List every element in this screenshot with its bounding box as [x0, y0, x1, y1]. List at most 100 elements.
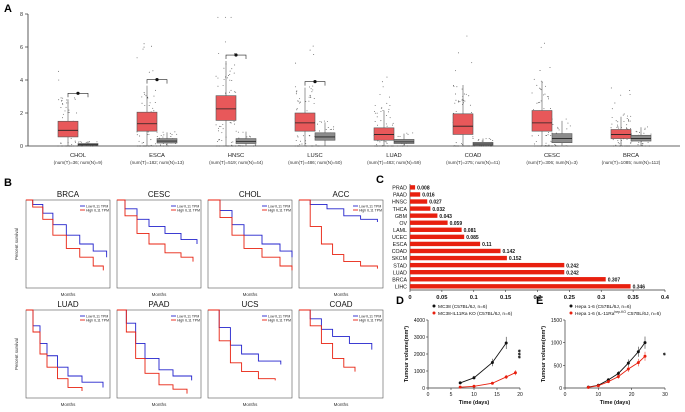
- data-point: [223, 79, 225, 81]
- series-line: [460, 342, 507, 384]
- data-point: [641, 143, 643, 145]
- data-point: [504, 341, 508, 345]
- data-point: [221, 139, 223, 141]
- bar-category-label: THCA: [393, 207, 408, 213]
- barchart-panel-c: PRAD 0.008 PAAD 0.016 HNSC 0.027 THCA 0.032 GBM 0…: [392, 184, 670, 301]
- data-point: [456, 86, 458, 88]
- group-sample-size: (num(T)=1085; num(N)=112): [602, 160, 661, 165]
- km-curve-low: [26, 199, 108, 258]
- data-point: [642, 143, 644, 145]
- data-point: [393, 145, 395, 147]
- data-point: [628, 145, 630, 147]
- x-tick-label: 0.15: [500, 295, 512, 301]
- legend-label-high: High IL11 TPM: [86, 209, 109, 213]
- data-point: [220, 126, 222, 127]
- x-tick-label: 5: [450, 392, 453, 398]
- data-point: [229, 74, 231, 76]
- data-point: [62, 103, 64, 105]
- data-point: [490, 145, 492, 147]
- legend-label-low: Low IL11 TPM: [86, 205, 108, 209]
- data-point: [617, 124, 618, 126]
- data-point: [255, 144, 257, 146]
- significance-dot: [234, 53, 238, 57]
- data-point: [325, 129, 327, 130]
- data-point: [626, 118, 628, 119]
- data-point: [481, 140, 483, 142]
- bar-category-label: PAAD: [393, 193, 407, 199]
- data-point: [620, 94, 622, 96]
- data-point: [174, 131, 176, 133]
- data-point: [376, 116, 378, 118]
- data-point: [544, 145, 546, 147]
- km-curve-high: [26, 309, 83, 391]
- bar: [410, 220, 448, 225]
- data-point: [141, 142, 143, 144]
- data-point: [469, 145, 470, 147]
- data-point: [386, 145, 388, 147]
- data-point: [297, 136, 299, 138]
- data-point: [504, 375, 508, 379]
- data-point: [218, 145, 220, 147]
- data-point: [297, 100, 299, 102]
- data-point: [540, 80, 542, 82]
- legend-text: C57BL/6J, n=6): [626, 311, 661, 317]
- data-point: [471, 111, 472, 113]
- panel-letter-d: D: [396, 295, 404, 307]
- legend-label-high: High IL11 TPM: [86, 319, 109, 323]
- data-point: [629, 120, 631, 122]
- data-point: [555, 145, 557, 147]
- data-point: [567, 145, 569, 147]
- data-point: [610, 127, 612, 129]
- data-point: [73, 145, 75, 147]
- data-point: [140, 145, 142, 147]
- data-point: [647, 141, 649, 143]
- bar-value-label: 0.142: [503, 249, 516, 255]
- data-point: [96, 141, 98, 143]
- data-point: [388, 111, 389, 113]
- data-point: [296, 90, 298, 92]
- data-point: [466, 35, 468, 37]
- bar: [410, 270, 565, 275]
- data-point: [70, 137, 72, 139]
- data-point: [628, 120, 630, 122]
- data-point: [310, 95, 311, 97]
- data-point: [230, 122, 232, 124]
- bar-value-label: 0.242: [566, 270, 579, 276]
- bar-value-label: 0.085: [466, 235, 479, 241]
- x-tick-label: 0.3: [597, 295, 606, 301]
- km-y-label: Percent survival: [14, 228, 19, 260]
- data-point: [379, 94, 381, 95]
- legend-label-high: High IL11 TPM: [268, 319, 291, 323]
- data-point: [377, 140, 379, 142]
- data-point: [626, 128, 628, 130]
- x-tick-label: 20: [629, 392, 635, 398]
- data-point: [218, 139, 220, 141]
- data-point: [296, 145, 298, 147]
- legend-marker: [432, 304, 436, 308]
- data-point: [156, 145, 158, 147]
- data-point: [615, 144, 617, 146]
- km-curve-high: [117, 199, 194, 262]
- data-point: [551, 145, 553, 147]
- data-point: [224, 41, 226, 43]
- data-point: [242, 145, 244, 147]
- data-point: [152, 145, 154, 147]
- data-point: [549, 108, 551, 110]
- data-point: [238, 137, 240, 139]
- data-point: [65, 145, 67, 147]
- data-point: [295, 62, 297, 64]
- data-point: [377, 145, 379, 147]
- km-y-label: Percent survival: [14, 338, 19, 370]
- data-point: [308, 135, 310, 137]
- data-point: [169, 132, 171, 134]
- tumor-box: [373, 127, 395, 141]
- km-x-label: Months: [334, 292, 350, 297]
- data-point: [540, 89, 542, 91]
- data-point: [148, 133, 150, 135]
- legend-marker: [432, 311, 436, 315]
- data-point: [461, 99, 463, 101]
- data-point: [611, 116, 613, 118]
- bar: [410, 248, 501, 254]
- y-tick-label: 4: [20, 78, 23, 84]
